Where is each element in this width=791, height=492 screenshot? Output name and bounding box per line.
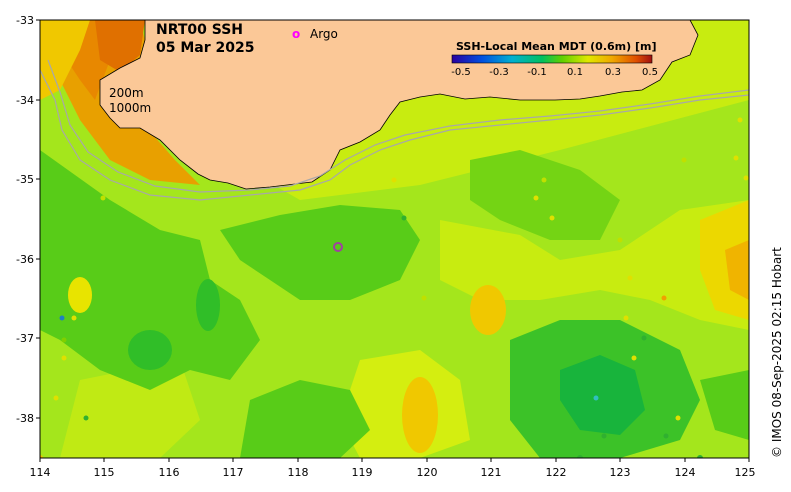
sla-high-zone [402,377,438,453]
x-tick-label: 123 [610,466,631,479]
drifter-point[interactable] [675,415,681,421]
drifter-point[interactable] [59,315,65,321]
drifter-point[interactable] [401,215,407,221]
isobath-1000m [40,69,749,201]
y-tick-label: -35 [16,173,34,186]
colorbar-tick: -0.3 [489,67,509,78]
y-tick-label: -33 [16,14,34,27]
argo-legend-marker: o [292,27,300,41]
drifter-point[interactable] [661,295,667,301]
colorbar-gradient [451,54,653,64]
drifter-point[interactable] [53,395,59,401]
drifter-point[interactable] [623,315,629,321]
sla-min-zone [128,330,172,370]
drifter-point[interactable] [663,433,669,439]
drifter-point[interactable] [737,117,743,123]
sla-zone [440,200,749,330]
isobath-200m [47,59,749,193]
drifter-point[interactable] [83,415,89,421]
plot-frame [39,19,750,459]
sla-low-zone [470,150,620,240]
sla-max-zone [95,20,145,72]
x-tick-label: 118 [288,466,309,479]
sla-high-zone [40,20,90,100]
plot-area [37,20,749,461]
sla-zone [60,360,200,458]
colorbar-tick: 0.5 [642,67,658,78]
sla-low-zone [700,370,749,440]
drifter-point[interactable] [61,337,67,343]
drifter-point[interactable] [617,237,623,243]
colorbar-tick: 0.1 [567,67,583,78]
x-tick-label: 125 [735,466,756,479]
x-tick-label: 124 [675,466,696,479]
sla-high-zone [68,277,92,313]
drifter-point[interactable] [533,195,539,201]
x-tick-label: 116 [159,466,180,479]
colorbar-title: SSH-Local Mean MDT (0.6m) [m] [456,40,656,53]
x-tick-label: 115 [94,466,115,479]
x-axis: 114 115 116 117 118 119 120 121 122 123 … [30,458,756,479]
colorbar: SSH-Local Mean MDT (0.6m) [m] -0.5 -0.3 … [451,40,658,78]
drifter-point[interactable] [549,215,555,221]
drifter-point[interactable] [697,455,703,461]
map-title: NRT00 SSH [156,22,243,38]
map-date: 05 Mar 2025 [156,40,254,56]
isobath-label-200m: 200m [109,86,144,100]
x-tick-label: 119 [352,466,373,479]
sla-high-zone [725,240,749,300]
y-tick-label: -37 [16,332,34,345]
drifter-point[interactable] [100,195,106,201]
x-tick-label: 117 [223,466,244,479]
sla-low-zone [240,380,370,458]
drifter-point[interactable] [391,177,397,183]
drifter-point[interactable] [631,355,637,361]
argo-float-marker[interactable] [333,242,343,252]
y-tick-label: -34 [16,94,34,107]
drifter-point[interactable] [627,275,633,281]
drifter-point[interactable] [743,175,749,181]
x-tick-label: 120 [417,466,438,479]
y-tick-label: -38 [16,412,34,425]
x-tick-label: 122 [546,466,567,479]
credit-text: © IMOS 08-Sep-2025 02:15 Hobart [770,247,784,458]
sla-min-zone [560,355,645,435]
sla-high-zone [470,285,506,335]
x-tick-label: 121 [481,466,502,479]
y-tick-label: -36 [16,253,34,266]
drifter-point[interactable] [37,455,43,461]
drifter-point[interactable] [733,155,739,161]
sla-low-zone [220,205,420,300]
x-tick-label: 114 [30,466,51,479]
drifter-point[interactable] [593,395,599,401]
colorbar-tick: 0.3 [605,67,621,78]
drifter-point[interactable] [577,455,583,461]
drifter-points [37,117,749,461]
argo-legend-label: Argo [310,27,338,41]
drifter-point[interactable] [61,355,67,361]
y-axis: -33 -34 -35 -36 -37 -38 [16,14,40,425]
drifter-point[interactable] [541,177,547,183]
isobath-label-1000m: 1000m [109,101,151,115]
colorbar-tick: -0.5 [451,67,471,78]
drifter-point[interactable] [641,335,647,341]
drifter-point[interactable] [71,315,77,321]
drifter-point[interactable] [421,295,427,301]
drifter-point[interactable] [601,433,607,439]
colorbar-tick: -0.1 [527,67,547,78]
sla-min-zone [196,279,220,331]
drifter-point[interactable] [681,157,687,163]
